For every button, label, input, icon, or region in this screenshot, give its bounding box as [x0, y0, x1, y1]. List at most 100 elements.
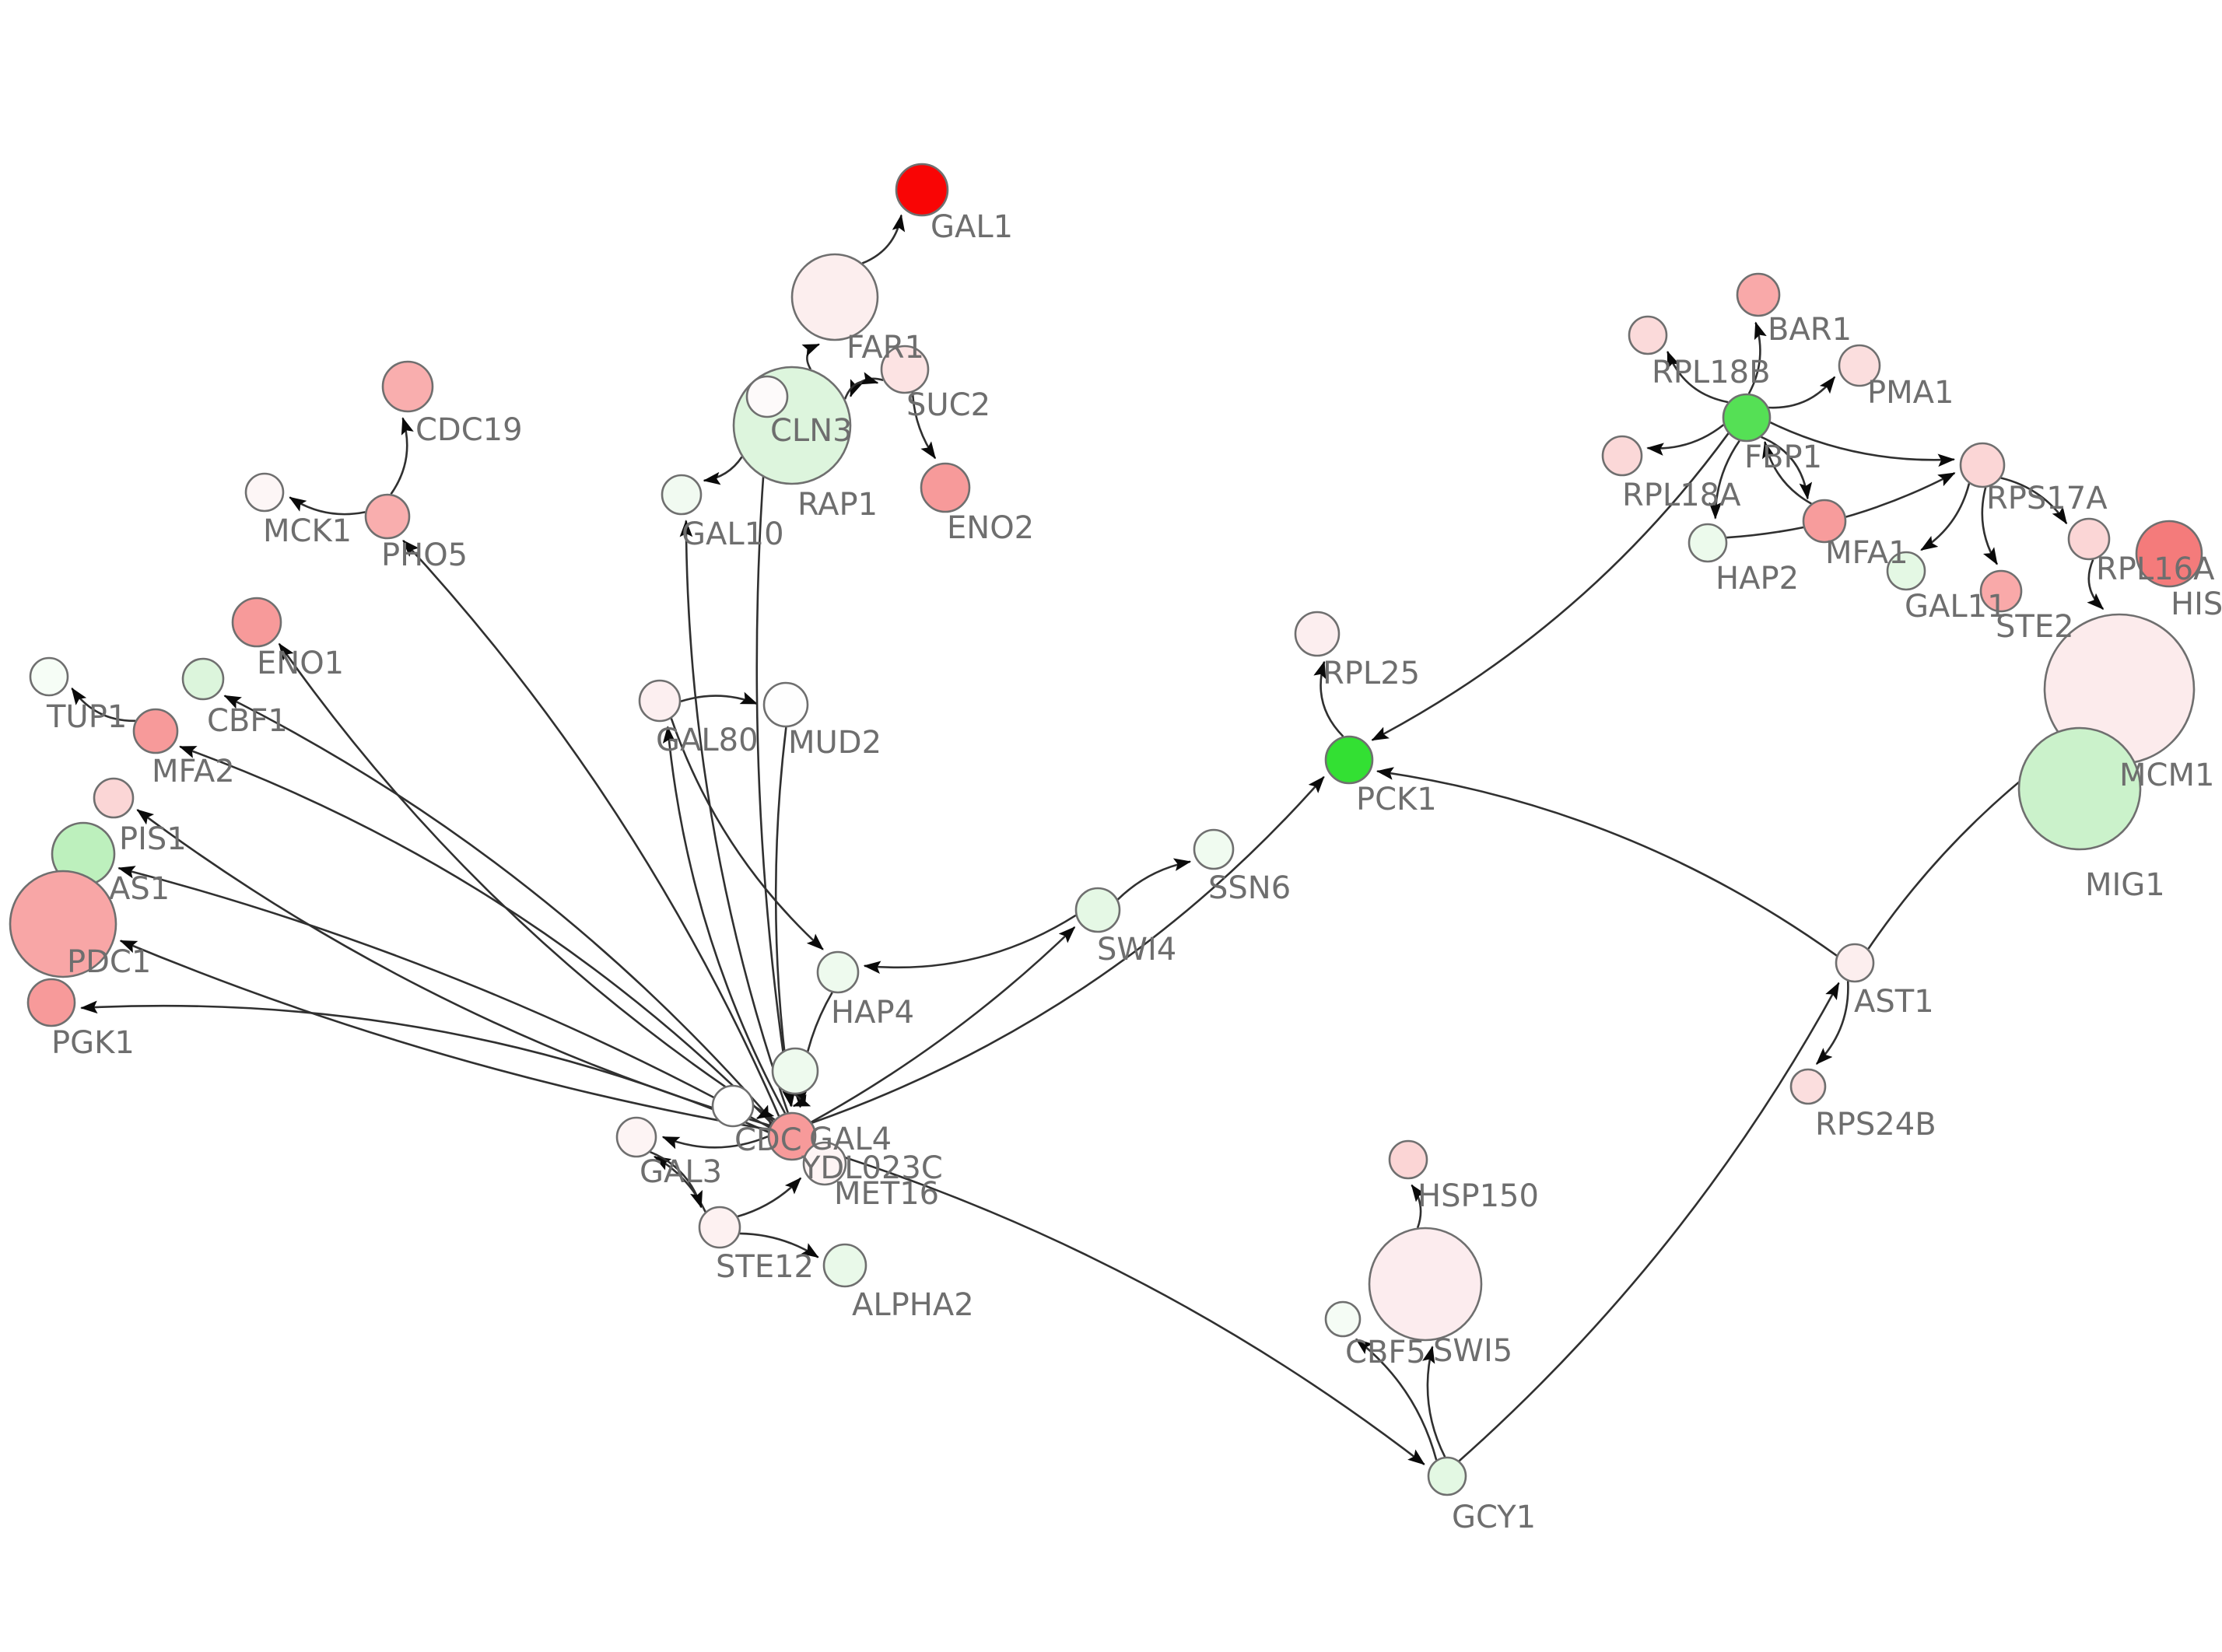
node-label-gal10: GAL10: [682, 516, 784, 552]
node-eno1[interactable]: [231, 597, 282, 648]
node-rap1[interactable]: [745, 375, 789, 418]
node-label-ste2: STE2: [1996, 609, 2074, 645]
edge-gal4-to-pho5: [402, 540, 780, 1117]
node-pck1[interactable]: [1324, 735, 1374, 785]
node-cbf5[interactable]: [1324, 1300, 1362, 1338]
edge-suc2-to-eno2: [911, 392, 937, 460]
node-label-hap4: HAP4: [831, 995, 914, 1031]
node-hsp150[interactable]: [1388, 1139, 1428, 1180]
node-label-fbp1: FBP1: [1744, 439, 1822, 475]
node-mck1[interactable]: [244, 472, 285, 513]
edge-far1-to-gal1: [861, 214, 906, 264]
node-ste12[interactable]: [698, 1206, 741, 1249]
node-hap4[interactable]: [816, 950, 860, 994]
edge-mfa1-to-fbp1: [1762, 440, 1812, 505]
node-cdc[interactable]: [711, 1084, 755, 1128]
node-label-rpl16a: RPL16A: [2096, 551, 2215, 587]
node-ast1[interactable]: [1835, 943, 1875, 983]
node-ydl023c[interactable]: [802, 1141, 847, 1186]
node-eno2[interactable]: [920, 462, 971, 513]
node-label-mud2: MUD2: [788, 725, 881, 761]
node-pis1[interactable]: [93, 777, 135, 819]
node-cbf1[interactable]: [181, 657, 225, 701]
edge-rap1-to-gal4: [755, 417, 795, 1108]
node-label-gal4: GAL4: [809, 1122, 892, 1157]
node-met16[interactable]: [771, 1047, 819, 1095]
node-label-his4: HIS4: [2171, 586, 2222, 622]
edge-ast1-to-pck1: [1376, 767, 1838, 957]
node-rpl16a[interactable]: [2067, 517, 2111, 561]
node-label-rpl18b: RPL18B: [1652, 355, 1771, 390]
node-pho5[interactable]: [364, 493, 411, 540]
edge-gcy1-to-swi5: [1422, 1346, 1446, 1458]
node-label-rps24b: RPS24B: [1815, 1107, 1936, 1143]
node-fbp1[interactable]: [1722, 393, 1772, 443]
node-label-cbf1: CBF1: [207, 703, 288, 739]
edge-gal4-to-pdc1: [119, 940, 769, 1131]
edge-gal4-to-gal3: [661, 1135, 769, 1150]
node-rpl18a[interactable]: [1601, 435, 1643, 477]
node-label-hsp150: HSP150: [1418, 1178, 1539, 1214]
node-rpl25[interactable]: [1294, 611, 1341, 657]
edge-cln3-to-far1: [801, 343, 821, 370]
edge-pho5-to-cdc19: [390, 417, 414, 495]
node-gal10[interactable]: [661, 474, 703, 516]
node-far1[interactable]: [790, 253, 879, 341]
node-rpl18b[interactable]: [1628, 315, 1668, 355]
node-mig1[interactable]: [2017, 726, 2142, 851]
edge-cln3-to-suc2: [843, 372, 879, 400]
node-ste2[interactable]: [1979, 569, 2023, 613]
node-bar1[interactable]: [1736, 272, 1781, 317]
node-tup1[interactable]: [29, 656, 69, 697]
node-gal4[interactable]: [767, 1111, 817, 1161]
node-label-alpha2: ALPHA2: [852, 1287, 974, 1323]
node-layer: [9, 163, 2203, 1496]
edge-fbp1-to-pma1: [1768, 376, 1836, 409]
node-label-swi4: SWI4: [1097, 932, 1176, 968]
node-mud2[interactable]: [762, 681, 809, 728]
node-label-mck1: MCK1: [263, 513, 352, 549]
node-rps17a[interactable]: [1959, 442, 2006, 488]
edge-layer: [71, 214, 2105, 1465]
edge-gal4-to-gcy1: [813, 1146, 1425, 1465]
edge-ast1-to-rps24b: [1815, 981, 1849, 1065]
node-cdc19[interactable]: [381, 360, 434, 413]
node-label-cln3: CLN3: [770, 413, 853, 449]
edge-mfa2-to-tup1: [71, 687, 136, 723]
node-ssn6[interactable]: [1193, 828, 1235, 870]
node-gal3[interactable]: [615, 1116, 657, 1158]
node-label-rap1: RAP1: [797, 487, 878, 523]
node-gal1[interactable]: [895, 163, 949, 217]
node-label-gal3: GAL3: [640, 1154, 722, 1190]
node-gcy1[interactable]: [1427, 1456, 1467, 1496]
node-gal80[interactable]: [638, 679, 682, 723]
node-alpha2[interactable]: [822, 1243, 867, 1288]
node-label-cdc: CDC: [734, 1122, 802, 1158]
node-label-mfa2: MFA2: [152, 754, 235, 789]
edge-fbp1-to-pck1: [1371, 432, 1730, 741]
node-swi4[interactable]: [1074, 887, 1121, 933]
node-label-mig1: MIG1: [2085, 867, 2165, 903]
node-rps24b[interactable]: [1789, 1068, 1827, 1105]
edge-met16-to-gal4: [792, 1093, 811, 1108]
edge-gal4-to-swi4: [811, 926, 1076, 1123]
node-label-gcy1: GCY1: [1452, 1500, 1536, 1535]
edge-gal4-to-gal80: [662, 726, 787, 1114]
node-label-suc2: SUC2: [906, 387, 990, 423]
node-his4[interactable]: [2135, 520, 2203, 588]
node-suc2[interactable]: [880, 345, 930, 394]
node-label-gal11: GAL11: [1905, 589, 2007, 625]
node-gal11[interactable]: [1886, 551, 1926, 591]
node-pgk1[interactable]: [26, 978, 76, 1027]
node-pdc1[interactable]: [9, 870, 117, 978]
node-label-tup1: TUP1: [46, 699, 127, 735]
node-mfa1[interactable]: [1802, 499, 1847, 544]
node-label-far1: FAR1: [846, 330, 924, 366]
node-swi5[interactable]: [1368, 1227, 1483, 1342]
edge-gal4-to-pck1: [811, 775, 1325, 1124]
node-pma1[interactable]: [1838, 344, 1881, 387]
node-mfa2[interactable]: [132, 708, 179, 754]
node-hap2[interactable]: [1688, 523, 1728, 563]
node-label-met16: MET16: [834, 1176, 939, 1212]
